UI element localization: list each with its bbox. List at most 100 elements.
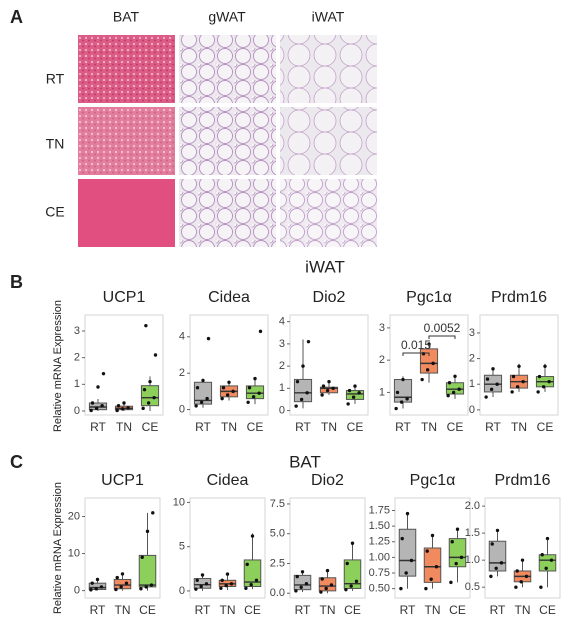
data-point bbox=[405, 511, 410, 516]
data-point bbox=[401, 377, 405, 382]
data-point bbox=[327, 379, 331, 384]
data-point bbox=[250, 534, 255, 538]
data-point bbox=[349, 584, 353, 588]
data-point bbox=[294, 404, 298, 408]
data-point bbox=[324, 586, 328, 591]
x-tick-label: RT bbox=[485, 420, 501, 434]
histology-image bbox=[78, 35, 175, 103]
data-point bbox=[152, 395, 156, 400]
box bbox=[245, 385, 265, 400]
data-point bbox=[447, 381, 452, 385]
data-point bbox=[301, 364, 305, 368]
plot-frame bbox=[484, 497, 561, 599]
data-point bbox=[90, 581, 94, 585]
chart-title: Cidea bbox=[208, 289, 250, 306]
y-tick-label: 1.25 bbox=[369, 536, 390, 548]
chart-title: Prdm16 bbox=[494, 472, 550, 489]
data-point bbox=[540, 553, 544, 557]
data-point bbox=[495, 382, 499, 386]
chart-title: Pgc1α bbox=[410, 472, 456, 489]
y-tick-label: 1 bbox=[279, 382, 285, 394]
data-point bbox=[499, 561, 504, 565]
y-tick-label: 5 bbox=[179, 541, 185, 553]
data-point bbox=[429, 577, 433, 581]
data-point bbox=[353, 384, 357, 388]
data-point bbox=[404, 571, 408, 575]
data-point bbox=[543, 364, 547, 368]
y-tick-label: 0.0 bbox=[270, 587, 285, 599]
y-tick-label: 2 bbox=[279, 360, 285, 372]
data-point bbox=[141, 406, 145, 411]
data-point bbox=[325, 568, 330, 573]
data-point bbox=[321, 384, 326, 388]
data-point bbox=[251, 395, 256, 399]
p-value: 0.0052 bbox=[424, 321, 461, 335]
box bbox=[398, 528, 417, 577]
data-point bbox=[459, 555, 464, 560]
data-point bbox=[515, 569, 519, 573]
x-tick-label: TN bbox=[221, 420, 237, 434]
data-point bbox=[225, 393, 230, 397]
plot-frame bbox=[479, 314, 559, 416]
data-point bbox=[489, 574, 493, 579]
data-point bbox=[299, 397, 304, 402]
y-tick-label: 2 bbox=[179, 367, 185, 379]
data-point bbox=[484, 395, 488, 399]
histology-image bbox=[179, 35, 276, 103]
data-point bbox=[247, 386, 252, 390]
data-point bbox=[100, 403, 104, 408]
y-tick-label: 0 bbox=[74, 405, 80, 417]
chart-title: Prdm16 bbox=[491, 289, 547, 306]
x-tick-label: RT bbox=[400, 603, 416, 617]
chart-title: Dio2 bbox=[313, 289, 346, 306]
box bbox=[293, 378, 313, 403]
data-point bbox=[195, 386, 200, 390]
data-point bbox=[220, 578, 224, 583]
x-tick-label: CE bbox=[347, 420, 364, 434]
box bbox=[423, 547, 442, 583]
x-tick-label: RT bbox=[195, 603, 211, 617]
y-tick-label: 0 bbox=[469, 404, 475, 416]
y-tick-label: 0 bbox=[74, 584, 80, 596]
panel-label: C bbox=[10, 452, 23, 472]
data-point bbox=[515, 385, 520, 389]
histology-grid bbox=[78, 35, 377, 247]
y-tick-label: 2 bbox=[379, 354, 385, 366]
data-point bbox=[350, 541, 355, 545]
p-value: 0.015 bbox=[401, 338, 431, 352]
data-point bbox=[225, 572, 230, 576]
y-tick-label: 1.5 bbox=[465, 527, 480, 539]
data-point bbox=[357, 391, 361, 395]
data-point bbox=[306, 339, 311, 344]
y-tick-label: 3 bbox=[469, 327, 475, 339]
data-point bbox=[194, 587, 198, 591]
data-point bbox=[295, 379, 300, 384]
data-point bbox=[453, 374, 457, 378]
data-point bbox=[319, 590, 323, 594]
y-tick-label: 1.0 bbox=[465, 554, 480, 566]
data-point bbox=[346, 402, 350, 406]
data-point bbox=[139, 587, 143, 591]
significance-bracket bbox=[402, 352, 430, 356]
data-point bbox=[201, 378, 205, 383]
y-axis-label: Relative mRNA Expression bbox=[52, 482, 64, 614]
y-tick-label: 5.0 bbox=[270, 528, 285, 540]
data-point bbox=[145, 529, 150, 534]
data-point bbox=[224, 583, 228, 588]
data-point bbox=[344, 587, 348, 592]
y-tick-label: 3 bbox=[74, 325, 80, 337]
box bbox=[448, 538, 467, 568]
data-point bbox=[258, 329, 263, 334]
row-label: RT bbox=[46, 71, 65, 87]
data-point bbox=[126, 406, 130, 410]
plot-frame bbox=[84, 497, 161, 599]
x-tick-label: TN bbox=[220, 603, 236, 617]
box bbox=[318, 577, 337, 592]
y-tick-label: 20 bbox=[68, 510, 80, 522]
y-tick-label: 0.75 bbox=[369, 567, 390, 579]
data-point bbox=[399, 400, 404, 404]
data-point bbox=[544, 566, 548, 570]
data-point bbox=[249, 583, 253, 587]
data-point bbox=[116, 403, 121, 408]
